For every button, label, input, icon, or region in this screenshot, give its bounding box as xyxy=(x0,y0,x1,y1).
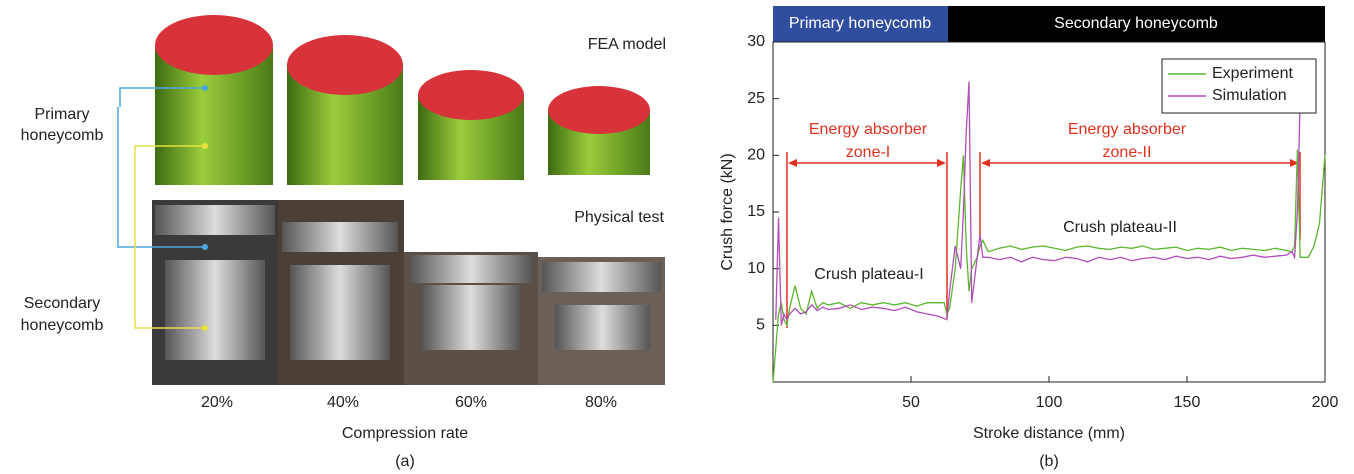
photos xyxy=(152,200,665,385)
zone-label: Energy absorber xyxy=(809,121,928,138)
y-tick-label: 15 xyxy=(747,203,765,220)
legend-box xyxy=(1161,58,1317,114)
primary-label: honeycomb xyxy=(21,127,104,144)
band xyxy=(773,6,948,42)
x-tick-label: 100 xyxy=(1036,394,1063,411)
physical-label: Physical test xyxy=(574,209,664,226)
plateau-label: Crush plateau-I xyxy=(814,266,923,283)
legend-label: Experiment xyxy=(1212,65,1293,82)
x-axis-label: Stroke distance (mm) xyxy=(973,425,1125,442)
x-tick-label: 50 xyxy=(902,394,920,411)
band xyxy=(948,6,1325,42)
y-tick-label: 20 xyxy=(747,147,765,164)
rate-label: 20% xyxy=(201,394,233,411)
rate-label: 80% xyxy=(585,394,617,411)
y-axis-label: Crush force (kN) xyxy=(719,153,736,270)
rate-label: 40% xyxy=(327,394,359,411)
band-label: Primary honeycomb xyxy=(789,15,931,32)
secondary-label: honeycomb xyxy=(21,317,104,334)
y-tick-label: 25 xyxy=(747,90,765,107)
fea-models xyxy=(155,15,650,185)
rate-label: 60% xyxy=(455,394,487,411)
zone-label: zone-II xyxy=(1103,144,1152,161)
zone-markers xyxy=(786,152,1301,328)
zone-label: Energy absorber xyxy=(1068,121,1187,138)
caption: (b) xyxy=(1039,453,1059,470)
fea-label: FEA model xyxy=(588,36,666,53)
caption: (a) xyxy=(395,453,415,470)
plateau-label: Crush plateau-II xyxy=(1063,219,1177,236)
series-line xyxy=(772,149,1326,383)
leader-lines xyxy=(117,85,208,331)
secondary-label: Secondary xyxy=(24,295,101,312)
series-line xyxy=(775,81,1301,326)
legend-label: Simulation xyxy=(1212,87,1287,104)
x-tick-label: 200 xyxy=(1312,394,1339,411)
x-axis-label: Compression rate xyxy=(342,425,468,442)
band-label: Secondary honeycomb xyxy=(1054,15,1218,32)
zone-label: zone-I xyxy=(846,144,890,161)
x-tick-label: 150 xyxy=(1174,394,1201,411)
y-tick-label: 5 xyxy=(756,317,765,334)
primary-label: Primary xyxy=(34,106,89,123)
y-tick-label: 10 xyxy=(747,260,765,277)
y-tick-label: 30 xyxy=(747,33,765,50)
